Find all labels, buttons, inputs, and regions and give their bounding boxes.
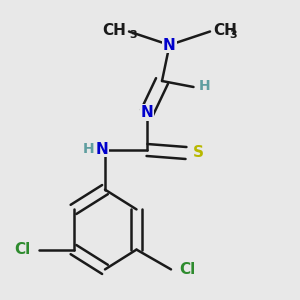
Text: 3: 3 xyxy=(230,30,237,40)
Text: Cl: Cl xyxy=(14,242,31,257)
Text: CH: CH xyxy=(102,23,126,38)
Text: H: H xyxy=(83,142,94,156)
Text: N: N xyxy=(141,105,153,120)
Text: CH: CH xyxy=(213,23,237,38)
Text: 3: 3 xyxy=(130,30,137,40)
Text: N: N xyxy=(96,142,108,157)
Text: Cl: Cl xyxy=(179,262,196,277)
Text: S: S xyxy=(193,145,204,160)
Text: H: H xyxy=(199,80,211,93)
Text: N: N xyxy=(163,38,176,52)
